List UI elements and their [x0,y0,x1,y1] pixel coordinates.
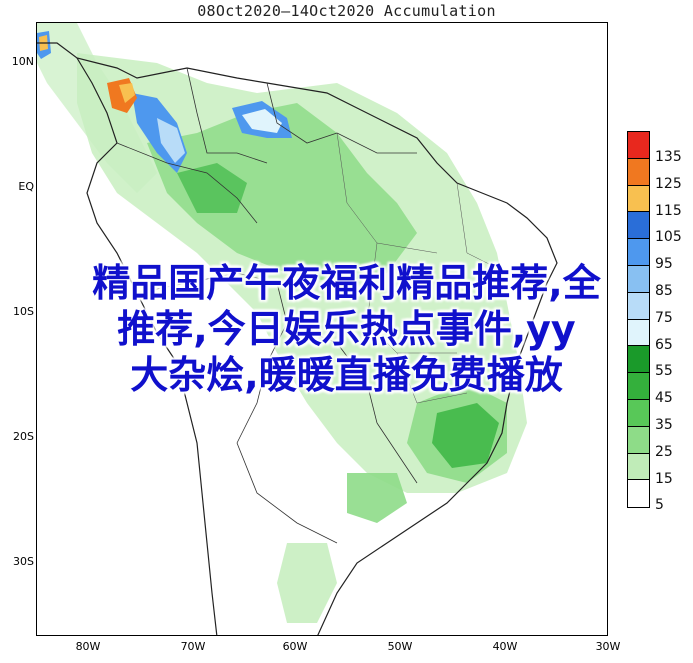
lat-label-eq: EQ [18,180,34,193]
legend-swatch [628,292,649,320]
legend-swatch [628,212,649,240]
legend-level-label: 5 [655,497,664,514]
precip-light-west [37,23,157,193]
legend-level-label: 85 [655,283,673,299]
lat-label-20s: 20S [13,430,34,443]
map-canvas [37,23,558,635]
lon-label-60w: 60W [282,640,308,653]
legend-level-label: 25 [655,443,673,460]
precip-dark-east [432,403,499,468]
lon-label-70w: 70W [180,640,206,653]
overlay-line-2: 推荐,今日娱乐热点事件,yy [117,307,576,351]
legend-swatch [628,132,649,159]
legend-level-label: 125 [655,175,682,192]
legend-swatch [628,480,649,508]
legend-swatch [628,399,649,427]
legend-swatch [628,453,649,481]
legend-swatch [628,185,649,213]
legend-level-label: 45 [655,390,673,407]
legend-swatch [628,265,649,293]
legend-swatch [628,346,649,374]
precip-light-far-south [277,543,337,623]
color-legend [627,131,650,509]
overlay-line-1: 精品国产午夜福利精品推荐,全 [92,261,601,305]
precipitation-map [36,22,608,636]
overlay-banner: 精品国产午夜福利精品推荐,全 推荐,今日娱乐热点事件,yy 大杂烩,暖暖直播免费… [0,260,693,398]
precip-mid-south [347,473,407,523]
precip-dark-amazon [177,163,247,213]
coastline [37,42,558,635]
precip-lightblue-colombia [157,118,185,163]
legend-swatch [628,319,649,347]
legend-level-label: 105 [655,229,682,246]
legend-level-label: 135 [655,149,682,165]
legend-level-label: 75 [655,309,673,326]
legend-level-label: 15 [655,470,673,487]
country-borders [116,67,418,544]
map-title: 08Oct2020—14Oct2020 Accumulation [197,2,496,20]
legend-level-label: 115 [655,202,682,219]
lat-label-30s: 30S [13,555,34,568]
lon-label-30w: 30W [595,640,621,653]
precip-lightblue-venezuela [242,109,282,133]
lon-label-40w: 40W [492,640,518,653]
overlay-line-3: 大杂烩,暖暖直播免费播放 [130,353,563,397]
precip-mid-amazon [147,103,417,283]
lon-label-80w: 80W [75,640,101,653]
lat-label-10s: 10S [13,305,34,318]
lat-label-10n: 10N [11,55,34,68]
legend-swatch [628,239,649,266]
precip-yellow-panama [119,83,135,103]
legend-swatch [628,426,649,454]
legend-level-label: 35 [655,417,673,433]
state-borders [336,132,508,404]
legend-swatch [628,158,649,186]
legend-level-label: 55 [655,363,673,380]
lon-label-50w: 50W [387,640,413,653]
legend-level-label: 95 [655,256,673,273]
precip-shading [37,23,527,623]
legend-swatch [628,373,649,400]
legend-level-label: 65 [655,336,673,353]
